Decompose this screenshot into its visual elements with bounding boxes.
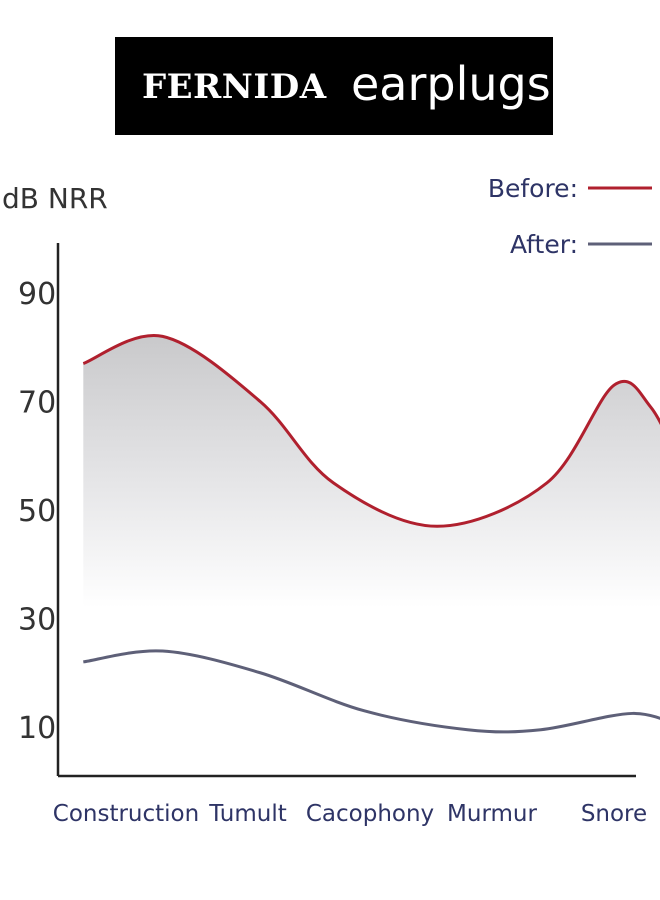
product-name: earplugs bbox=[351, 57, 551, 111]
y-tick-label: 70 bbox=[18, 386, 56, 421]
y-tick-label: 10 bbox=[18, 711, 56, 746]
brand-name: FERNIDA bbox=[142, 67, 327, 107]
y-axis-label: dB NRR bbox=[2, 182, 108, 215]
x-category-label: Murmur bbox=[447, 801, 537, 827]
y-tick-label: 30 bbox=[18, 603, 56, 638]
x-category-label: Construction bbox=[53, 801, 199, 827]
x-category-label: Tumult bbox=[208, 801, 287, 827]
series-line-after bbox=[83, 649, 660, 734]
legend-label: After: bbox=[510, 230, 578, 259]
title-banner: FERNIDA earplugs bbox=[115, 37, 553, 135]
y-tick-label: 90 bbox=[18, 277, 56, 312]
x-category-label: Snore bbox=[581, 801, 647, 827]
y-tick-label: 50 bbox=[18, 494, 56, 529]
legend-label: Before: bbox=[488, 174, 578, 203]
series-line-before bbox=[82, 334, 660, 528]
before-area-fill bbox=[83, 335, 660, 608]
x-category-label: Cacophony bbox=[306, 801, 434, 827]
